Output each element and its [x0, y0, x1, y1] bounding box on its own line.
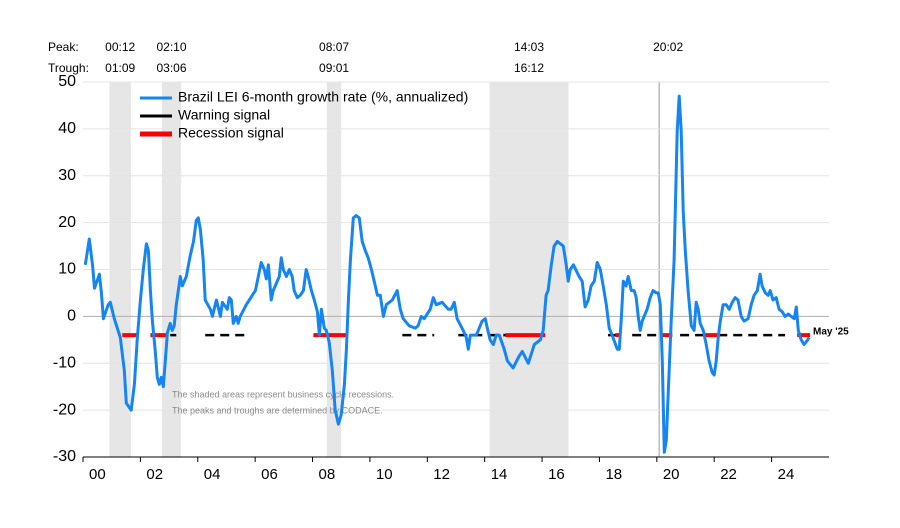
x-tick-label: 18 — [605, 466, 622, 483]
peak-date: 02:10 — [157, 40, 187, 54]
x-tick-label: 16 — [548, 466, 565, 483]
trough-date: 16:12 — [514, 61, 544, 75]
peak-date: 14:03 — [514, 40, 544, 54]
x-tick-label: 22 — [720, 466, 737, 483]
y-tick-label: 40 — [58, 120, 76, 137]
x-tick-label: 04 — [204, 466, 221, 483]
legend-label: Recession signal — [178, 125, 284, 141]
note: The shaded areas represent business cycl… — [172, 389, 394, 399]
y-tick-label: 30 — [58, 167, 76, 184]
peak-date: 20:02 — [653, 40, 683, 54]
series-line — [83, 94, 811, 454]
x-tick-label: 20 — [663, 466, 680, 483]
y-tick-label: -30 — [53, 448, 76, 465]
note: The peaks and troughs are determined by … — [172, 405, 383, 415]
y-tick-label: -10 — [53, 354, 76, 371]
peak-date: 00:12 — [105, 40, 135, 54]
y-tick-label: 50 — [58, 73, 76, 90]
y-tick-label: 0 — [67, 308, 76, 325]
peak-date: 08:07 — [319, 40, 349, 54]
y-tick-label: 10 — [58, 261, 76, 278]
legend-label: Warning signal — [178, 107, 270, 123]
end-label: May '25 — [813, 327, 849, 338]
x-tick-label: 10 — [376, 466, 393, 483]
peak-label: Peak: — [48, 40, 79, 54]
x-tick-label: 14 — [491, 466, 508, 483]
x-tick-label: 24 — [778, 466, 795, 483]
x-tick-label: 06 — [261, 466, 278, 483]
y-tick-label: -20 — [53, 401, 76, 418]
x-tick-label: 02 — [146, 466, 163, 483]
trough-label: Trough: — [48, 61, 89, 75]
trough-date: 09:01 — [319, 61, 349, 75]
y-tick-label: 20 — [58, 214, 76, 231]
legend-label: Brazil LEI 6-month growth rate (%, annua… — [178, 89, 468, 105]
x-tick-label: 00 — [89, 466, 106, 483]
x-tick-label: 12 — [433, 466, 450, 483]
trough-date: 01:09 — [105, 61, 135, 75]
trough-date: 03:06 — [157, 61, 187, 75]
x-tick-label: 08 — [319, 466, 336, 483]
